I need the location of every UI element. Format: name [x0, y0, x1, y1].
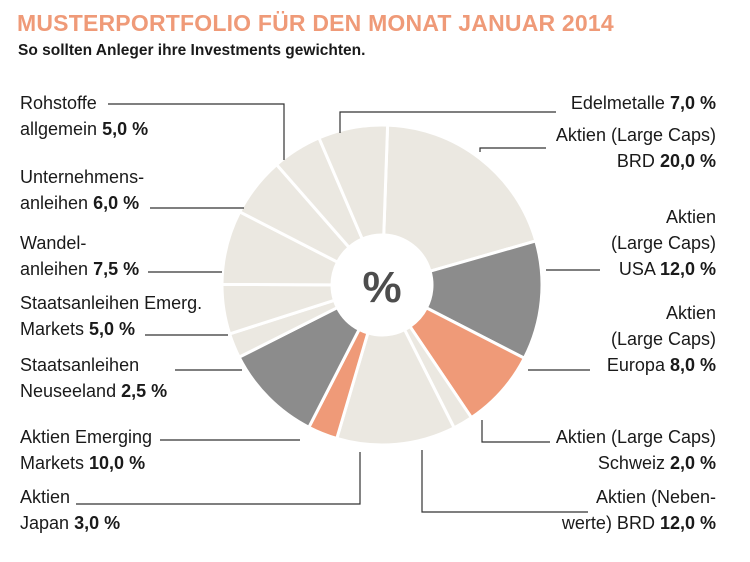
slice-label-japan: Aktien Japan 3,0 % [20, 484, 120, 536]
slice-label-text: Aktien [20, 487, 71, 507]
slice-label-text: Unternehmens- [20, 167, 145, 187]
chart-title: MUSTERPORTFOLIO FÜR DEN MONAT JANUAR 201… [17, 10, 614, 36]
slice-value-label: 12,0 % [659, 513, 716, 533]
slice-label-text: (Large Caps) [610, 233, 716, 253]
slice-label-text: (Large Caps) [610, 329, 716, 349]
leader-line [479, 147, 546, 152]
slice-label-text: werte) BRD [561, 513, 655, 533]
slice-label-nebenwerte-brd: Aktien (Neben-werte) BRD 12,0 % [562, 484, 716, 536]
slice-label-wandelanleihen: Wandel-anleihen 7,5 % [20, 230, 139, 282]
slice-label-text: Rohstoffe [20, 93, 97, 113]
slice-label-text: anleihen [20, 193, 89, 213]
slice-label-emerging-markets: Aktien Emerging Markets 10,0 % [20, 424, 152, 476]
slice-label-text: Aktien Emerging [20, 427, 153, 447]
leader-line [76, 452, 361, 505]
slice-value-label: 5,0 % [89, 319, 136, 339]
slice-label-large-caps-brd: Aktien (Large Caps) BRD 20,0 % [556, 122, 716, 174]
slice-label-text: Aktien (Large Caps) [555, 125, 716, 145]
slice-label-staatsanleihen-neuseeland: Staatsanleihen Neuseeland 2,5 % [20, 352, 167, 404]
slice-label-rohstoffe: Rohstoffe allgemein 5,0 % [20, 90, 148, 142]
slice-label-text: Staatsanleihen Emerg. [20, 293, 203, 313]
slice-label-staatsanleihen-emerg: Staatsanleihen Emerg. Markets 5,0 % [20, 290, 202, 342]
slice-label-text: Schweiz [597, 453, 665, 473]
pie-slices [220, 123, 544, 447]
slice-label-text: Japan [20, 513, 70, 533]
slice-label-text: BRD [616, 151, 655, 171]
slice-label-text: Europa [606, 355, 665, 375]
slice-label-text: Edelmetalle [570, 93, 665, 113]
slice-value-label: 7,0 % [669, 93, 716, 113]
chart-subtitle: So sollten Anleger ihre Investments gewi… [18, 42, 366, 59]
slice-label-text: Staatsanleihen [20, 355, 140, 375]
slice-value-label: 7,5 % [93, 259, 140, 279]
slice-value-label: 8,0 % [669, 355, 716, 375]
slice-label-text: allgemein [20, 119, 98, 139]
slice-label-text: Aktien (Neben- [595, 487, 716, 507]
slice-label-large-caps-usa: Aktien (Large Caps) USA 12,0 % [611, 204, 716, 282]
slice-value-label: 2,0 % [669, 453, 716, 473]
slice-label-text: Aktien (Large Caps) [555, 427, 716, 447]
leader-line [481, 420, 550, 443]
slice-value-label: 12,0 % [659, 259, 716, 279]
center-percent-label: % [362, 263, 401, 312]
slice-value-label: 10,0 % [89, 453, 146, 473]
slice-value-label: 3,0 % [74, 513, 121, 533]
leader-lines [76, 103, 600, 513]
slice-label-text: Neuseeland [20, 381, 117, 401]
donut-hole [332, 235, 432, 335]
slice-label-text: anleihen [20, 259, 89, 279]
slice-value-label: 6,0 % [93, 193, 140, 213]
slice-label-text: Wandel- [20, 233, 87, 253]
slice-label-unternehmensanleihen: Unternehmens-anleihen 6,0 % [20, 164, 144, 216]
slice-value-label: 20,0 % [659, 151, 716, 171]
slice-value-label: 5,0 % [102, 119, 149, 139]
leader-line [108, 103, 285, 160]
slice-label-text: Aktien [665, 207, 716, 227]
leader-line [339, 111, 556, 133]
slice-label-text: USA [618, 259, 655, 279]
slice-label-text: Markets [20, 453, 85, 473]
slice-label-large-caps-schweiz: Aktien (Large Caps) Schweiz 2,0 % [556, 424, 716, 476]
leader-line [421, 450, 588, 513]
slice-label-edelmetalle: Edelmetalle 7,0 % [571, 90, 716, 116]
slice-label-large-caps-europa: Aktien (Large Caps) Europa 8,0 % [607, 300, 716, 378]
slice-label-text: Aktien [665, 303, 716, 323]
slice-value-label: 2,5 % [121, 381, 168, 401]
slice-label-text: Markets [20, 319, 85, 339]
